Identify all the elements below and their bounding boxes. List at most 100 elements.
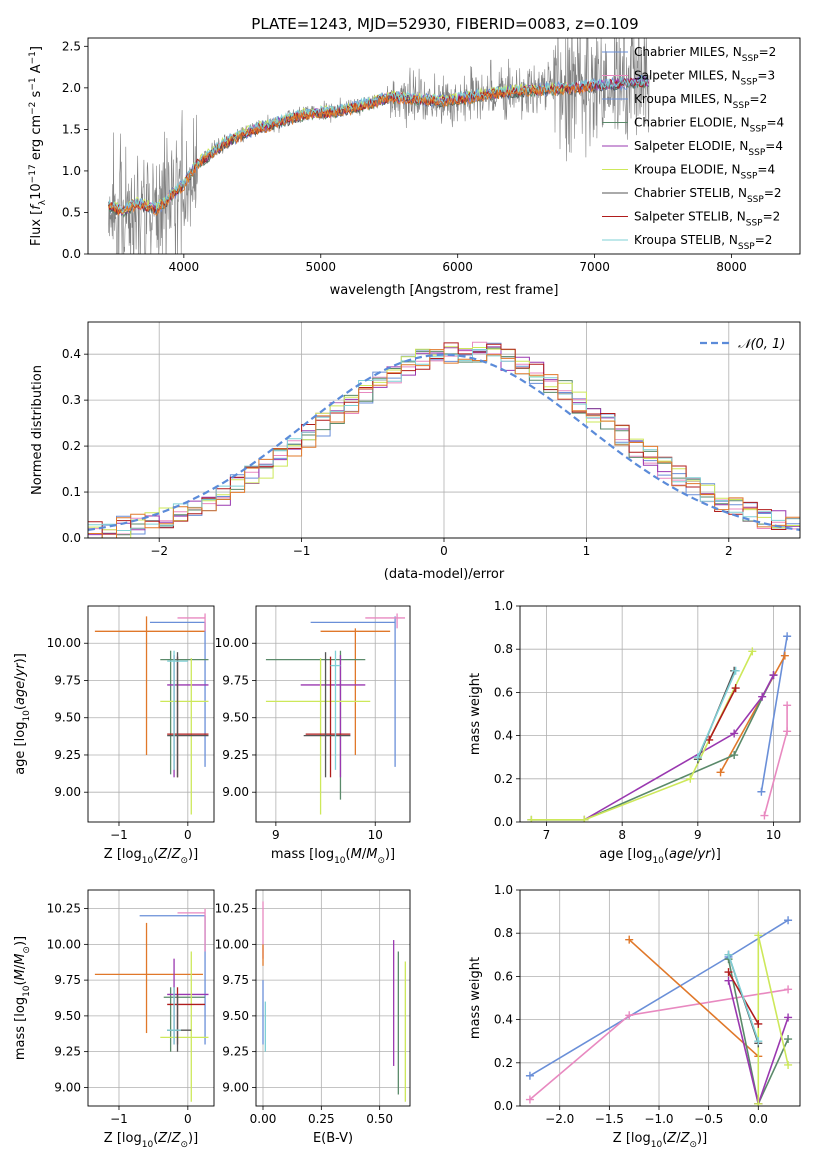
axes-frame	[87, 321, 801, 539]
x-tick-label: 9	[694, 828, 702, 842]
y-tick-label: 9.25	[222, 1045, 249, 1059]
weight-marker	[730, 751, 739, 760]
errorbar-point	[365, 613, 406, 629]
y-tick-label: 0.4	[62, 347, 81, 361]
weight-marker	[625, 935, 634, 944]
x-tick-label: 7	[543, 828, 551, 842]
errorbar-point	[149, 621, 206, 767]
weight-marker	[527, 815, 536, 822]
weight-marker	[525, 1071, 534, 1080]
legend-label: Kroupa STELIB, NSSP=2	[634, 233, 772, 252]
x-tick-label: 0.50	[366, 1112, 393, 1126]
y-tick-label: 9.75	[54, 973, 81, 987]
x-tick-label: 10	[766, 828, 781, 842]
model-spectrum	[108, 81, 595, 216]
x-tick-label: 0	[184, 1112, 192, 1126]
x-tick-label: −1	[293, 544, 311, 558]
errorbar-point	[265, 650, 366, 800]
y-tick-label: 10.25	[215, 902, 249, 916]
y-tick-label: 10.00	[47, 636, 81, 650]
y-tick-label: 10.00	[215, 636, 249, 650]
weight-marker	[757, 787, 766, 796]
weight-marker	[724, 950, 733, 959]
x-tick-label: 7000	[579, 260, 610, 274]
weight-marker	[731, 666, 740, 675]
weight-marker	[730, 729, 739, 738]
model-spectrum	[108, 78, 649, 217]
axes-frame	[519, 889, 801, 1107]
y-axis-label: Flux [fλ10−17 erg cm−2 s−1 A−1]	[28, 46, 48, 246]
legend-label: Chabrier STELIB, NSSP=2	[634, 186, 782, 205]
histogram-series	[88, 349, 800, 538]
x-axis-label: (data-model)/error	[384, 567, 505, 582]
errorbar-point	[320, 628, 391, 755]
y-tick-label: 9.50	[54, 1009, 81, 1023]
weight-series	[583, 674, 775, 821]
weight-marker	[784, 1035, 793, 1044]
y-tick-label: 1.0	[62, 164, 81, 178]
x-tick-label: −1	[110, 828, 128, 842]
weight-marker	[754, 1099, 763, 1106]
plot-area	[262, 901, 406, 1102]
data-spectrum	[108, 38, 650, 254]
panel-age_vs_mass: 9 10 9.00 9.25 9.50 9.75 10.00 mass [log10(M/M⊙…	[215, 605, 411, 866]
axes-frame	[87, 889, 215, 1107]
weight-series	[719, 655, 786, 773]
x-tick-label: 9	[272, 828, 280, 842]
x-tick-label: 2	[725, 544, 733, 558]
y-tick-label: 9.00	[54, 1080, 81, 1094]
y-tick-label: 0.0	[494, 1099, 513, 1113]
weight-series	[763, 705, 788, 816]
y-tick-label: 9.50	[222, 711, 249, 725]
weight-marker	[758, 692, 767, 701]
weight-marker	[686, 774, 695, 783]
x-tick-label: 8000	[716, 260, 747, 274]
weight-marker	[731, 684, 740, 693]
weight-marker	[769, 671, 778, 680]
x-tick-label: −1.0	[644, 1112, 673, 1126]
weight-marker	[754, 1037, 763, 1046]
weight-marker	[784, 1013, 793, 1022]
x-tick-label: 4000	[169, 260, 200, 274]
axes-frame	[255, 605, 411, 823]
x-axis-label: age [log10(age/yr)]	[599, 847, 721, 866]
y-tick-label: 0.2	[494, 1056, 513, 1070]
panel-mass_vs_EBV: 0.00 0.25 0.50 9.00 9.25 9.50 9.75 10.00 10.25 E(…	[215, 889, 411, 1146]
normal-curve	[88, 353, 800, 531]
axes-frame	[87, 37, 801, 255]
weight-marker	[724, 968, 733, 977]
y-tick-label: 9.75	[222, 673, 249, 687]
x-axis-label: Z [log10(Z/Z⊙)]	[613, 1131, 707, 1150]
errorbar-point	[330, 650, 341, 770]
plot-area	[94, 908, 209, 1102]
legend-label: Salpeter ELODIE, NSSP=4	[634, 139, 783, 158]
panel-residuals: −2 −1 0 1 2 0.0 0.1 0.2 0.3 0.4 (data-model)/error…	[30, 321, 801, 582]
y-tick-label: 2.5	[62, 39, 81, 53]
weight-marker	[783, 701, 792, 710]
y-tick-label: 9.00	[54, 785, 81, 799]
y-tick-label: 2.0	[62, 81, 81, 95]
y-tick-label: 0.0	[62, 531, 81, 545]
x-tick-label: 1	[583, 544, 591, 558]
y-tick-label: 9.25	[54, 1045, 81, 1059]
weight-marker	[724, 976, 733, 985]
y-tick-label: 0.1	[62, 485, 81, 499]
errorbar-point	[303, 652, 351, 778]
weight-marker	[760, 811, 769, 820]
y-tick-label: 10.00	[215, 937, 249, 951]
y-tick-label: 0.8	[494, 642, 513, 656]
axes-frame	[519, 605, 801, 823]
errorbar-point	[167, 650, 188, 770]
x-tick-label: −2.0	[545, 1112, 574, 1126]
plot-area	[88, 341, 800, 538]
x-tick-label: −0.5	[694, 1112, 723, 1126]
y-tick-label: 9.25	[54, 748, 81, 762]
y-tick-label: 0.2	[62, 439, 81, 453]
plot-area	[108, 38, 650, 254]
weight-series	[727, 954, 760, 1042]
plot-area	[525, 916, 793, 1106]
weight-marker	[748, 647, 757, 656]
weight-marker	[525, 1095, 534, 1104]
y-tick-label: 0.4	[494, 1013, 513, 1027]
